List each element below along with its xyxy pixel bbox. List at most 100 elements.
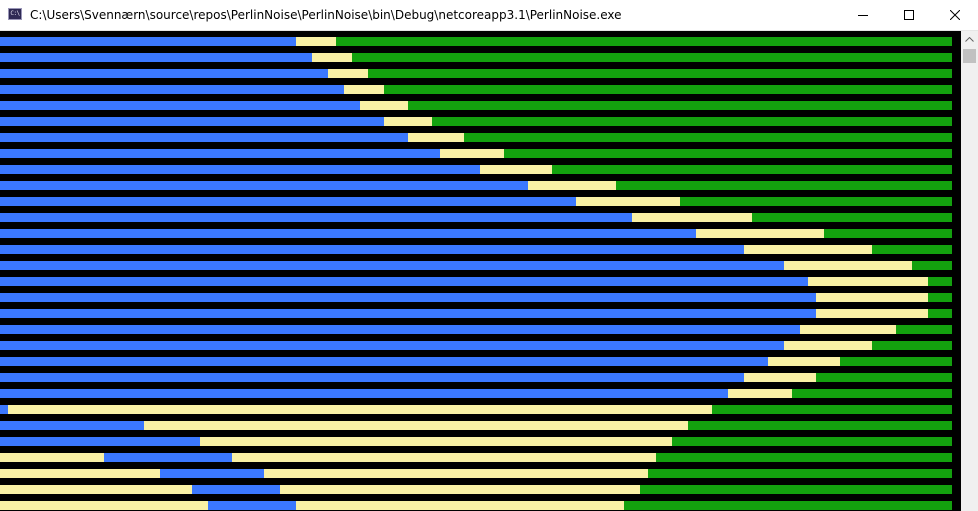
terrain-segment — [840, 357, 952, 366]
terrain-segment — [0, 85, 344, 94]
terrain-segment — [104, 453, 232, 462]
terrain-segment — [672, 437, 728, 446]
terrain-segment — [928, 293, 952, 302]
terrain-segment — [432, 117, 952, 126]
terrain-segment — [872, 245, 952, 254]
terrain-segment — [0, 245, 744, 254]
scroll-thumb[interactable] — [963, 49, 976, 63]
maximize-button[interactable] — [886, 0, 932, 31]
terrain-segment — [352, 53, 952, 62]
terrain-segment — [648, 469, 704, 478]
terrain-segment — [0, 325, 800, 334]
terrain-segment — [0, 293, 816, 302]
terrain-segment — [480, 165, 552, 174]
terrain-segment — [0, 37, 296, 46]
terrain-segment — [816, 373, 952, 382]
terrain-segment — [552, 165, 952, 174]
terrain-segment — [816, 293, 928, 302]
terrain-segment — [728, 389, 792, 398]
terrain-segment — [464, 133, 952, 142]
terrain-segment — [0, 229, 696, 238]
terrain-segment — [808, 277, 928, 286]
console-output[interactable] — [0, 31, 961, 511]
terrain-segment — [616, 181, 952, 190]
title-bar[interactable]: C:\ C:\Users\Svennærn\source\repos\Perli… — [0, 0, 978, 31]
close-button[interactable] — [932, 0, 978, 31]
terrain-segment — [0, 453, 104, 462]
terrain-segment — [336, 37, 952, 46]
close-icon — [950, 10, 960, 20]
minimize-icon — [858, 15, 868, 16]
terrain-segment — [144, 421, 688, 430]
terrain-segment — [752, 213, 952, 222]
terrain-segment — [680, 501, 952, 510]
terrain-map — [0, 37, 952, 510]
terrain-segment — [384, 117, 432, 126]
window-title: C:\Users\Svennærn\source\repos\PerlinNoi… — [30, 8, 622, 22]
scroll-up-button[interactable] — [961, 31, 978, 48]
terrain-segment — [656, 453, 712, 462]
terrain-segment — [728, 437, 952, 446]
terrain-segment — [360, 101, 408, 110]
terrain-segment — [0, 437, 200, 446]
terrain-segment — [928, 277, 952, 286]
terrain-segment — [0, 213, 632, 222]
terrain-segment — [0, 277, 808, 286]
terrain-segment — [192, 485, 280, 494]
terrain-segment — [0, 341, 784, 350]
terrain-segment — [296, 501, 624, 510]
terrain-segment — [0, 309, 816, 318]
terrain-segment — [208, 501, 296, 510]
terrain-segment — [816, 309, 928, 318]
terrain-segment — [0, 373, 744, 382]
terrain-segment — [744, 421, 952, 430]
terrain-segment — [280, 485, 640, 494]
terrain-segment — [0, 69, 328, 78]
terrain-segment — [0, 421, 144, 430]
terrain-segment — [408, 133, 464, 142]
terrain-segment — [312, 53, 352, 62]
terrain-segment — [632, 213, 752, 222]
terrain-segment — [0, 117, 384, 126]
terrain-segment — [160, 469, 264, 478]
chevron-up-icon — [965, 37, 974, 42]
terrain-segment — [0, 389, 728, 398]
terrain-segment — [0, 405, 8, 414]
terrain-segment — [368, 69, 952, 78]
terrain-segment — [776, 405, 952, 414]
terrain-segment — [528, 181, 616, 190]
terrain-segment — [0, 197, 576, 206]
terrain-segment — [384, 85, 952, 94]
terrain-segment — [768, 357, 840, 366]
terrain-segment — [0, 261, 784, 270]
terrain-segment — [712, 453, 952, 462]
terrain-segment — [264, 469, 648, 478]
terrain-segment — [744, 245, 872, 254]
terrain-segment — [800, 325, 896, 334]
maximize-icon — [904, 10, 914, 20]
terrain-segment — [872, 341, 952, 350]
terrain-segment — [696, 229, 824, 238]
terrain-segment — [712, 405, 776, 414]
terrain-segment — [624, 501, 680, 510]
terrain-segment — [0, 469, 160, 478]
terrain-segment — [688, 421, 744, 430]
terrain-segment — [896, 325, 952, 334]
console-app-icon: C:\ — [8, 8, 22, 20]
terrain-segment — [440, 149, 504, 158]
terrain-segment — [784, 261, 912, 270]
terrain-segment — [0, 501, 208, 510]
terrain-segment — [0, 53, 312, 62]
terrain-segment — [0, 485, 192, 494]
terrain-segment — [0, 165, 480, 174]
terrain-segment — [8, 405, 712, 414]
terrain-segment — [408, 101, 952, 110]
vertical-scrollbar[interactable] — [961, 31, 978, 511]
terrain-segment — [576, 197, 680, 206]
terrain-segment — [792, 389, 952, 398]
terrain-segment — [640, 485, 688, 494]
terrain-segment — [704, 469, 952, 478]
terrain-segment — [680, 197, 952, 206]
minimize-button[interactable] — [840, 0, 886, 31]
terrain-segment — [0, 149, 440, 158]
